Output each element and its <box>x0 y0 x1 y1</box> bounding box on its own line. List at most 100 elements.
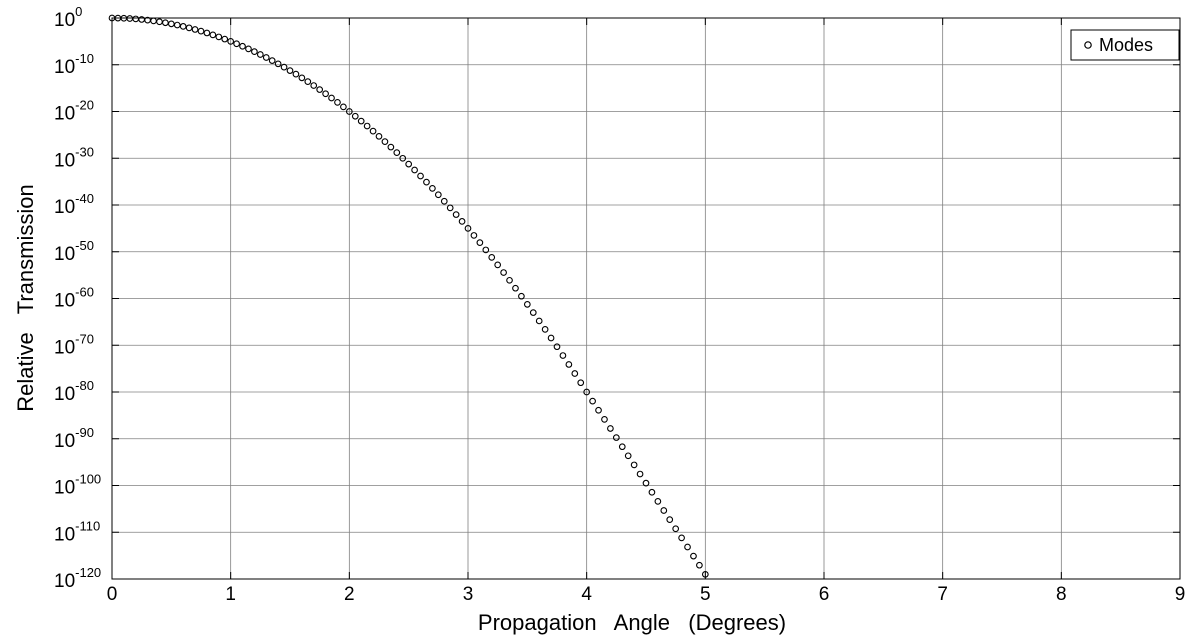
data-point <box>345 108 353 115</box>
y-tick-label-exponent: -50 <box>75 238 94 253</box>
x-tick-label: 5 <box>700 584 711 605</box>
data-point <box>500 269 507 276</box>
y-tick-label: 10-100 <box>54 472 101 499</box>
data-point <box>452 211 460 218</box>
data-point <box>583 388 591 396</box>
data-point <box>678 534 685 542</box>
y-tick-label: 10-40 <box>54 191 94 218</box>
data-point <box>191 26 199 33</box>
data-point <box>595 406 602 414</box>
y-tick-label-base: 10 <box>54 524 75 545</box>
y-tick-label: 10-120 <box>54 565 101 592</box>
y-tick-label-base: 10 <box>54 57 75 78</box>
x-tick-labels: 0 1 2 3 4 5 6 7 8 9 <box>107 584 1186 605</box>
x-axis-label: Propagation Angle (Degrees) <box>478 610 786 635</box>
data-point <box>684 543 691 551</box>
x-tick-label: 9 <box>1175 584 1186 605</box>
data-point <box>316 86 324 93</box>
x-tick-label: 2 <box>344 584 355 605</box>
data-point <box>197 27 205 35</box>
data-point <box>292 70 300 78</box>
data-point <box>298 74 306 82</box>
y-tick-label-exponent: -120 <box>75 565 101 580</box>
data-point <box>256 51 264 58</box>
y-tick-label-exponent: -10 <box>75 51 94 66</box>
data-point <box>286 67 294 74</box>
data-point <box>233 40 240 48</box>
y-tick-label: 10-60 <box>54 285 94 312</box>
y-tick-label-exponent: -90 <box>75 425 94 440</box>
y-tick-label: 100 <box>54 4 82 31</box>
y-tick-label: 10-20 <box>54 98 94 125</box>
data-point <box>535 317 543 325</box>
data-point <box>203 29 211 37</box>
y-tick-label-exponent: -110 <box>75 518 100 533</box>
data-point <box>304 78 312 85</box>
data-point <box>547 334 555 342</box>
legend-marker <box>1084 41 1092 49</box>
x-tick-label: 3 <box>463 584 474 605</box>
y-tick-label-base: 10 <box>54 571 75 592</box>
data-point <box>666 516 674 523</box>
data-point <box>512 284 519 292</box>
data-point <box>167 20 175 28</box>
y-tick-label-exponent: -40 <box>75 191 94 206</box>
data-point <box>672 525 680 533</box>
data-point <box>310 82 318 89</box>
legend-box <box>1070 29 1180 61</box>
y-tick-label-base: 10 <box>54 197 75 218</box>
data-point <box>357 117 365 125</box>
data-point <box>227 38 235 45</box>
data-point <box>654 498 662 505</box>
data-point <box>274 60 282 68</box>
y-tick-label-base: 10 <box>54 104 75 125</box>
data-point <box>577 379 585 387</box>
data-point <box>423 178 430 186</box>
data-point <box>322 90 329 98</box>
data-point <box>488 254 496 261</box>
x-tick-label: 7 <box>937 584 948 605</box>
data-point <box>559 352 567 359</box>
data-point <box>268 57 276 64</box>
legend: Modes <box>1070 29 1180 61</box>
data-point <box>565 361 573 368</box>
x-tick-label: 6 <box>819 584 830 605</box>
y-axis-label: Relative Transmission <box>13 184 38 411</box>
y-tick-label: 10-10 <box>54 51 94 78</box>
y-tick-label-exponent: -30 <box>75 144 94 159</box>
data-point <box>618 443 626 451</box>
data-point <box>429 185 436 192</box>
data-point <box>470 232 478 239</box>
data-point <box>280 63 288 71</box>
data-point <box>464 225 472 232</box>
data-point <box>494 261 502 269</box>
data-point <box>387 143 395 151</box>
data-point <box>523 300 531 308</box>
y-tick-label-exponent: -100 <box>75 472 101 487</box>
y-tick-label-exponent: -60 <box>75 285 94 300</box>
data-point <box>701 570 709 578</box>
data-point <box>173 21 181 29</box>
data-point <box>607 425 614 432</box>
x-tick-label: 1 <box>225 584 236 605</box>
data-point <box>541 326 549 333</box>
data-point <box>417 172 424 180</box>
data-point <box>601 416 608 423</box>
legend-entry-modes: Modes <box>1099 35 1153 55</box>
y-tick-label-base: 10 <box>54 244 75 265</box>
data-point <box>179 23 187 30</box>
data-point <box>458 218 466 225</box>
y-tick-label: 10-70 <box>54 331 94 358</box>
y-tick-label-base: 10 <box>54 431 75 452</box>
series-modes <box>108 14 709 578</box>
ticks <box>111 17 1181 580</box>
data-point <box>642 479 650 487</box>
y-tick-label-base: 10 <box>54 150 75 171</box>
data-point <box>328 94 335 102</box>
y-tick-label: 10-110 <box>54 518 100 545</box>
data-point <box>690 552 697 560</box>
data-point <box>553 343 561 351</box>
data-point <box>476 239 484 246</box>
